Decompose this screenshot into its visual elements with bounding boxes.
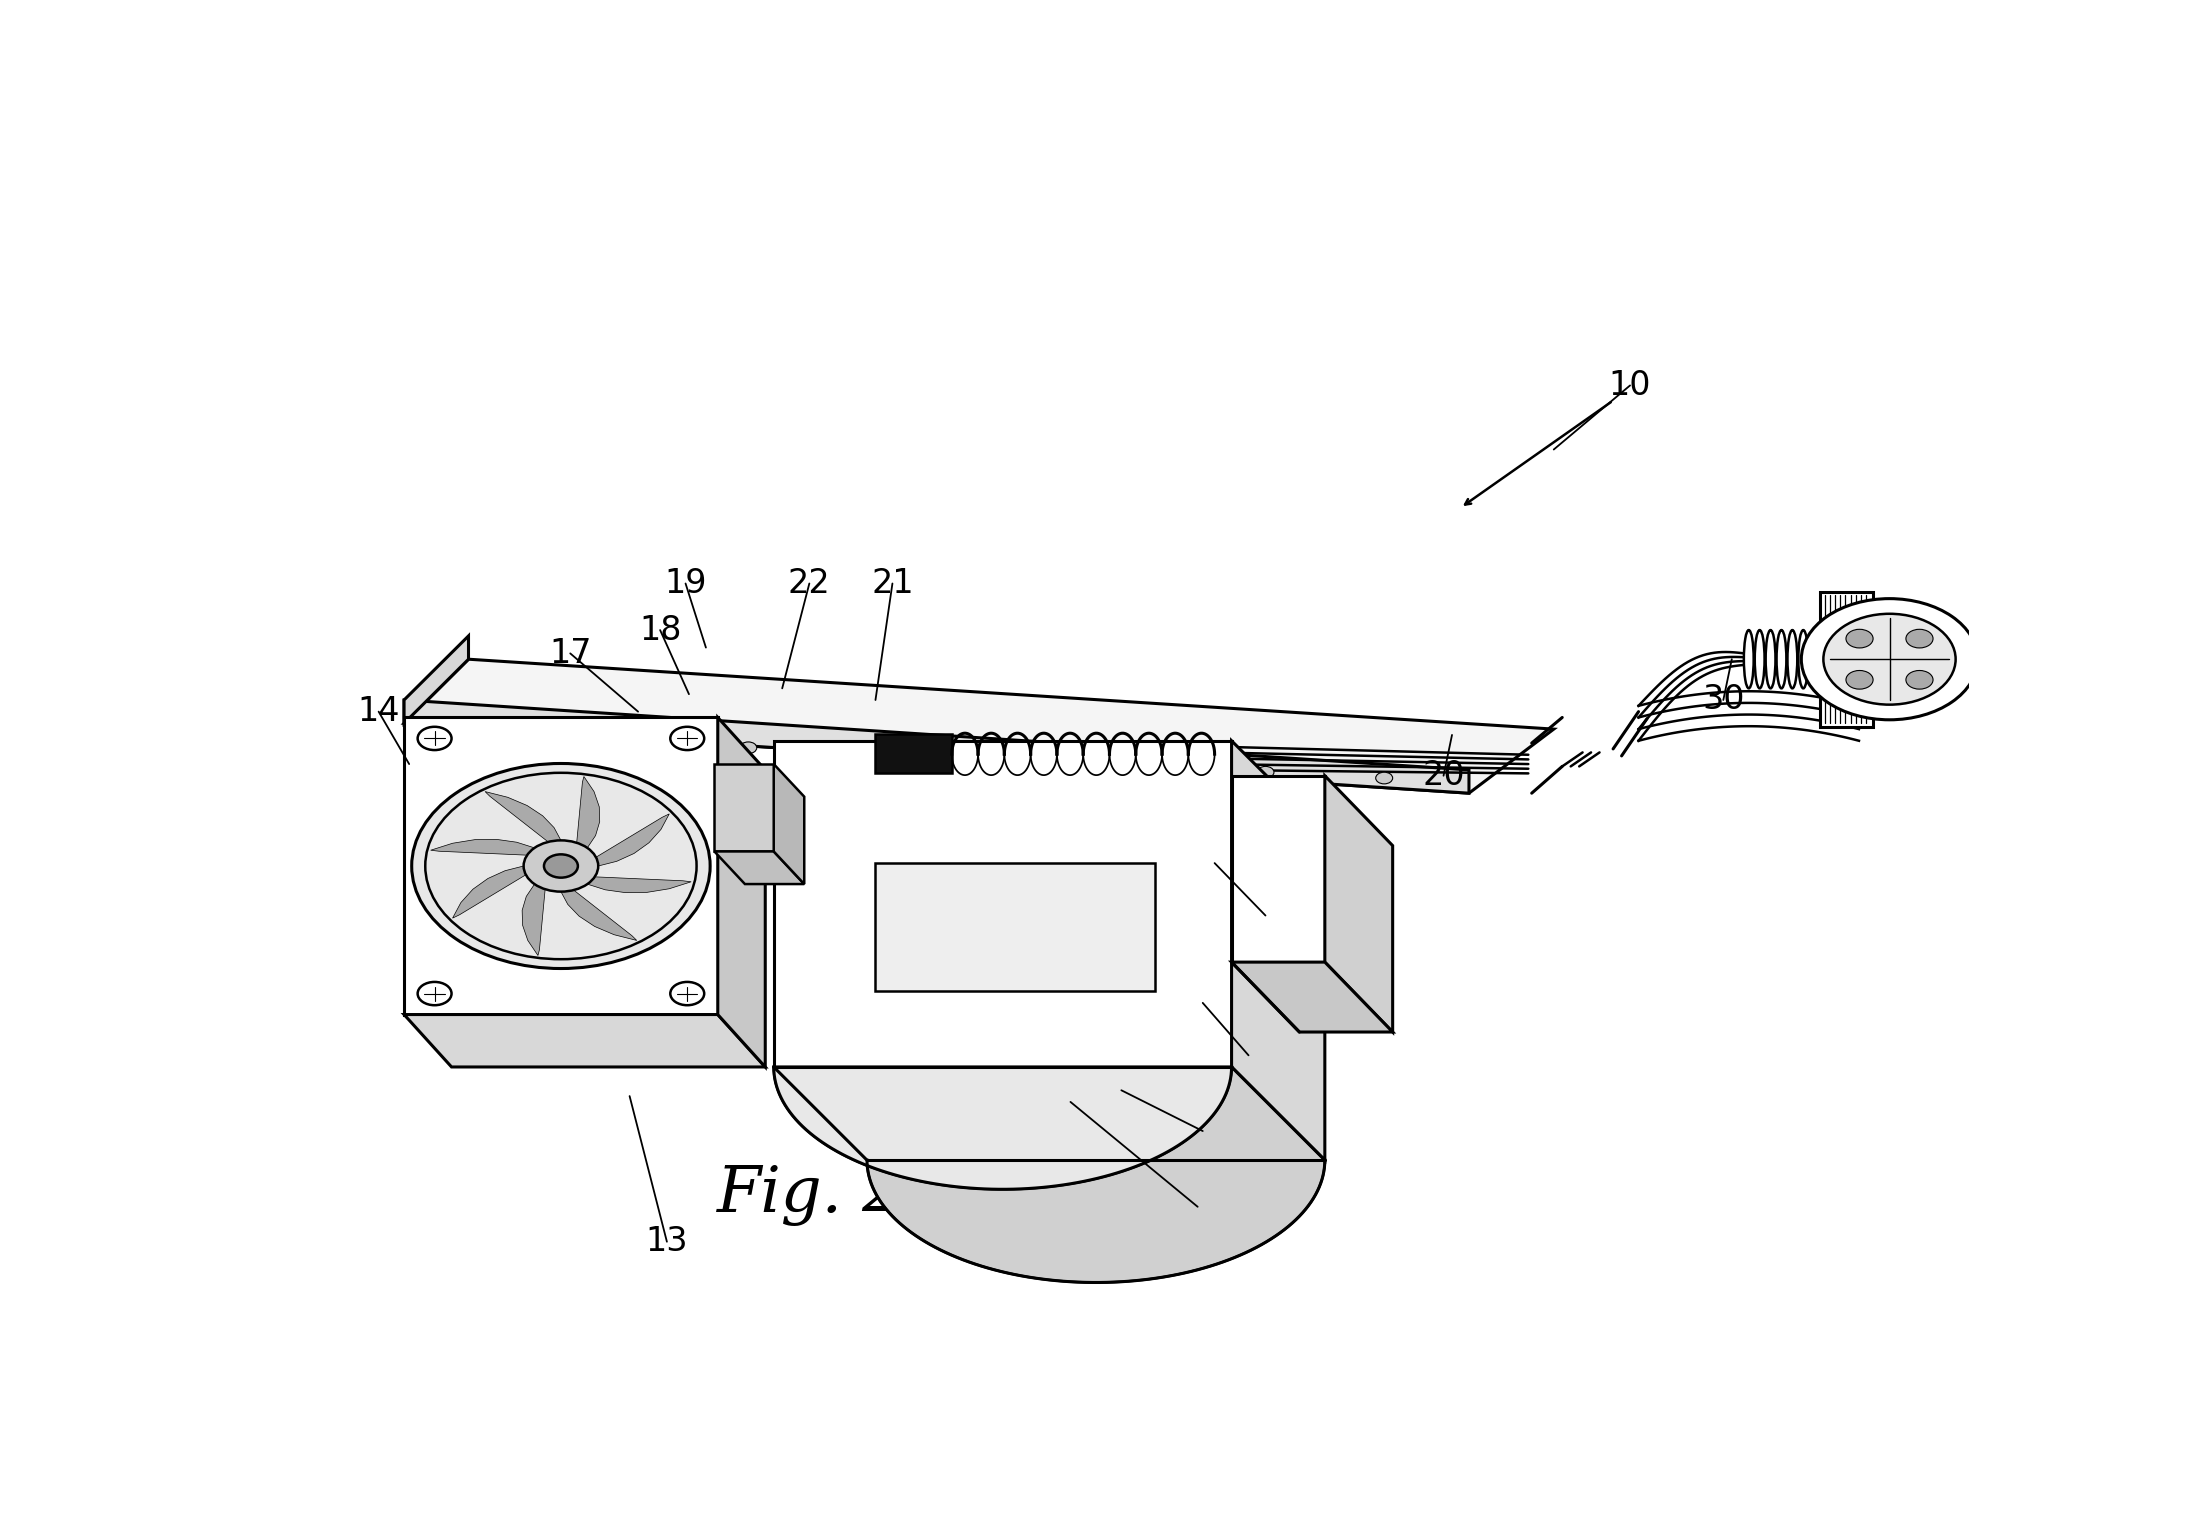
Circle shape	[545, 855, 578, 878]
Circle shape	[910, 752, 926, 763]
Polygon shape	[775, 1067, 1232, 1189]
Ellipse shape	[1744, 629, 1753, 688]
Polygon shape	[405, 1015, 766, 1067]
Polygon shape	[405, 660, 1553, 793]
Text: Fig. 2A: Fig. 2A	[718, 1163, 950, 1226]
Polygon shape	[875, 734, 952, 773]
Polygon shape	[586, 878, 691, 893]
Polygon shape	[775, 764, 805, 884]
Ellipse shape	[1788, 629, 1796, 688]
Polygon shape	[713, 852, 805, 884]
Text: 30: 30	[1702, 684, 1744, 717]
Text: 20: 20	[1422, 760, 1464, 793]
Circle shape	[1801, 599, 1978, 720]
Ellipse shape	[1777, 629, 1785, 688]
Text: 13: 13	[645, 1226, 689, 1259]
Polygon shape	[1232, 962, 1394, 1032]
Circle shape	[670, 726, 705, 750]
Text: 17: 17	[549, 637, 591, 670]
Text: 14: 14	[357, 694, 400, 728]
Circle shape	[523, 840, 597, 891]
Circle shape	[1906, 629, 1932, 648]
Polygon shape	[713, 764, 775, 852]
Text: 18: 18	[639, 614, 680, 646]
Polygon shape	[431, 840, 534, 855]
Polygon shape	[1326, 776, 1394, 1032]
Circle shape	[1906, 670, 1932, 688]
Circle shape	[586, 732, 604, 744]
Ellipse shape	[1799, 629, 1807, 688]
Circle shape	[1823, 614, 1956, 705]
Polygon shape	[523, 884, 545, 956]
Polygon shape	[718, 717, 766, 1067]
Polygon shape	[486, 791, 560, 841]
Polygon shape	[875, 862, 1155, 991]
Text: 21: 21	[871, 567, 915, 601]
Polygon shape	[405, 635, 468, 723]
Text: 22: 22	[788, 567, 831, 601]
Text: 19: 19	[665, 567, 707, 601]
Text: 15: 15	[1227, 1039, 1269, 1071]
Circle shape	[670, 982, 705, 1005]
Polygon shape	[1232, 776, 1326, 962]
Polygon shape	[595, 814, 670, 865]
Circle shape	[1376, 772, 1394, 784]
Polygon shape	[405, 701, 1468, 793]
Circle shape	[1847, 670, 1873, 688]
Text: 10: 10	[1608, 369, 1652, 402]
Circle shape	[740, 741, 757, 753]
Polygon shape	[560, 890, 637, 941]
Text: 23: 23	[1245, 899, 1287, 932]
Polygon shape	[405, 717, 718, 1015]
Polygon shape	[1232, 741, 1326, 1160]
Polygon shape	[453, 865, 525, 918]
Ellipse shape	[1755, 629, 1764, 688]
Polygon shape	[1820, 592, 1873, 726]
Ellipse shape	[1809, 629, 1818, 688]
Polygon shape	[775, 1067, 1326, 1283]
Circle shape	[418, 982, 451, 1005]
Text: 12: 12	[1177, 1191, 1219, 1224]
Circle shape	[1847, 629, 1873, 648]
Polygon shape	[578, 776, 600, 847]
Ellipse shape	[1766, 629, 1774, 688]
Circle shape	[1079, 760, 1096, 772]
Circle shape	[418, 726, 451, 750]
Text: 16: 16	[1182, 1115, 1223, 1147]
Circle shape	[1256, 767, 1273, 778]
Circle shape	[411, 764, 711, 968]
Polygon shape	[775, 741, 1232, 1067]
